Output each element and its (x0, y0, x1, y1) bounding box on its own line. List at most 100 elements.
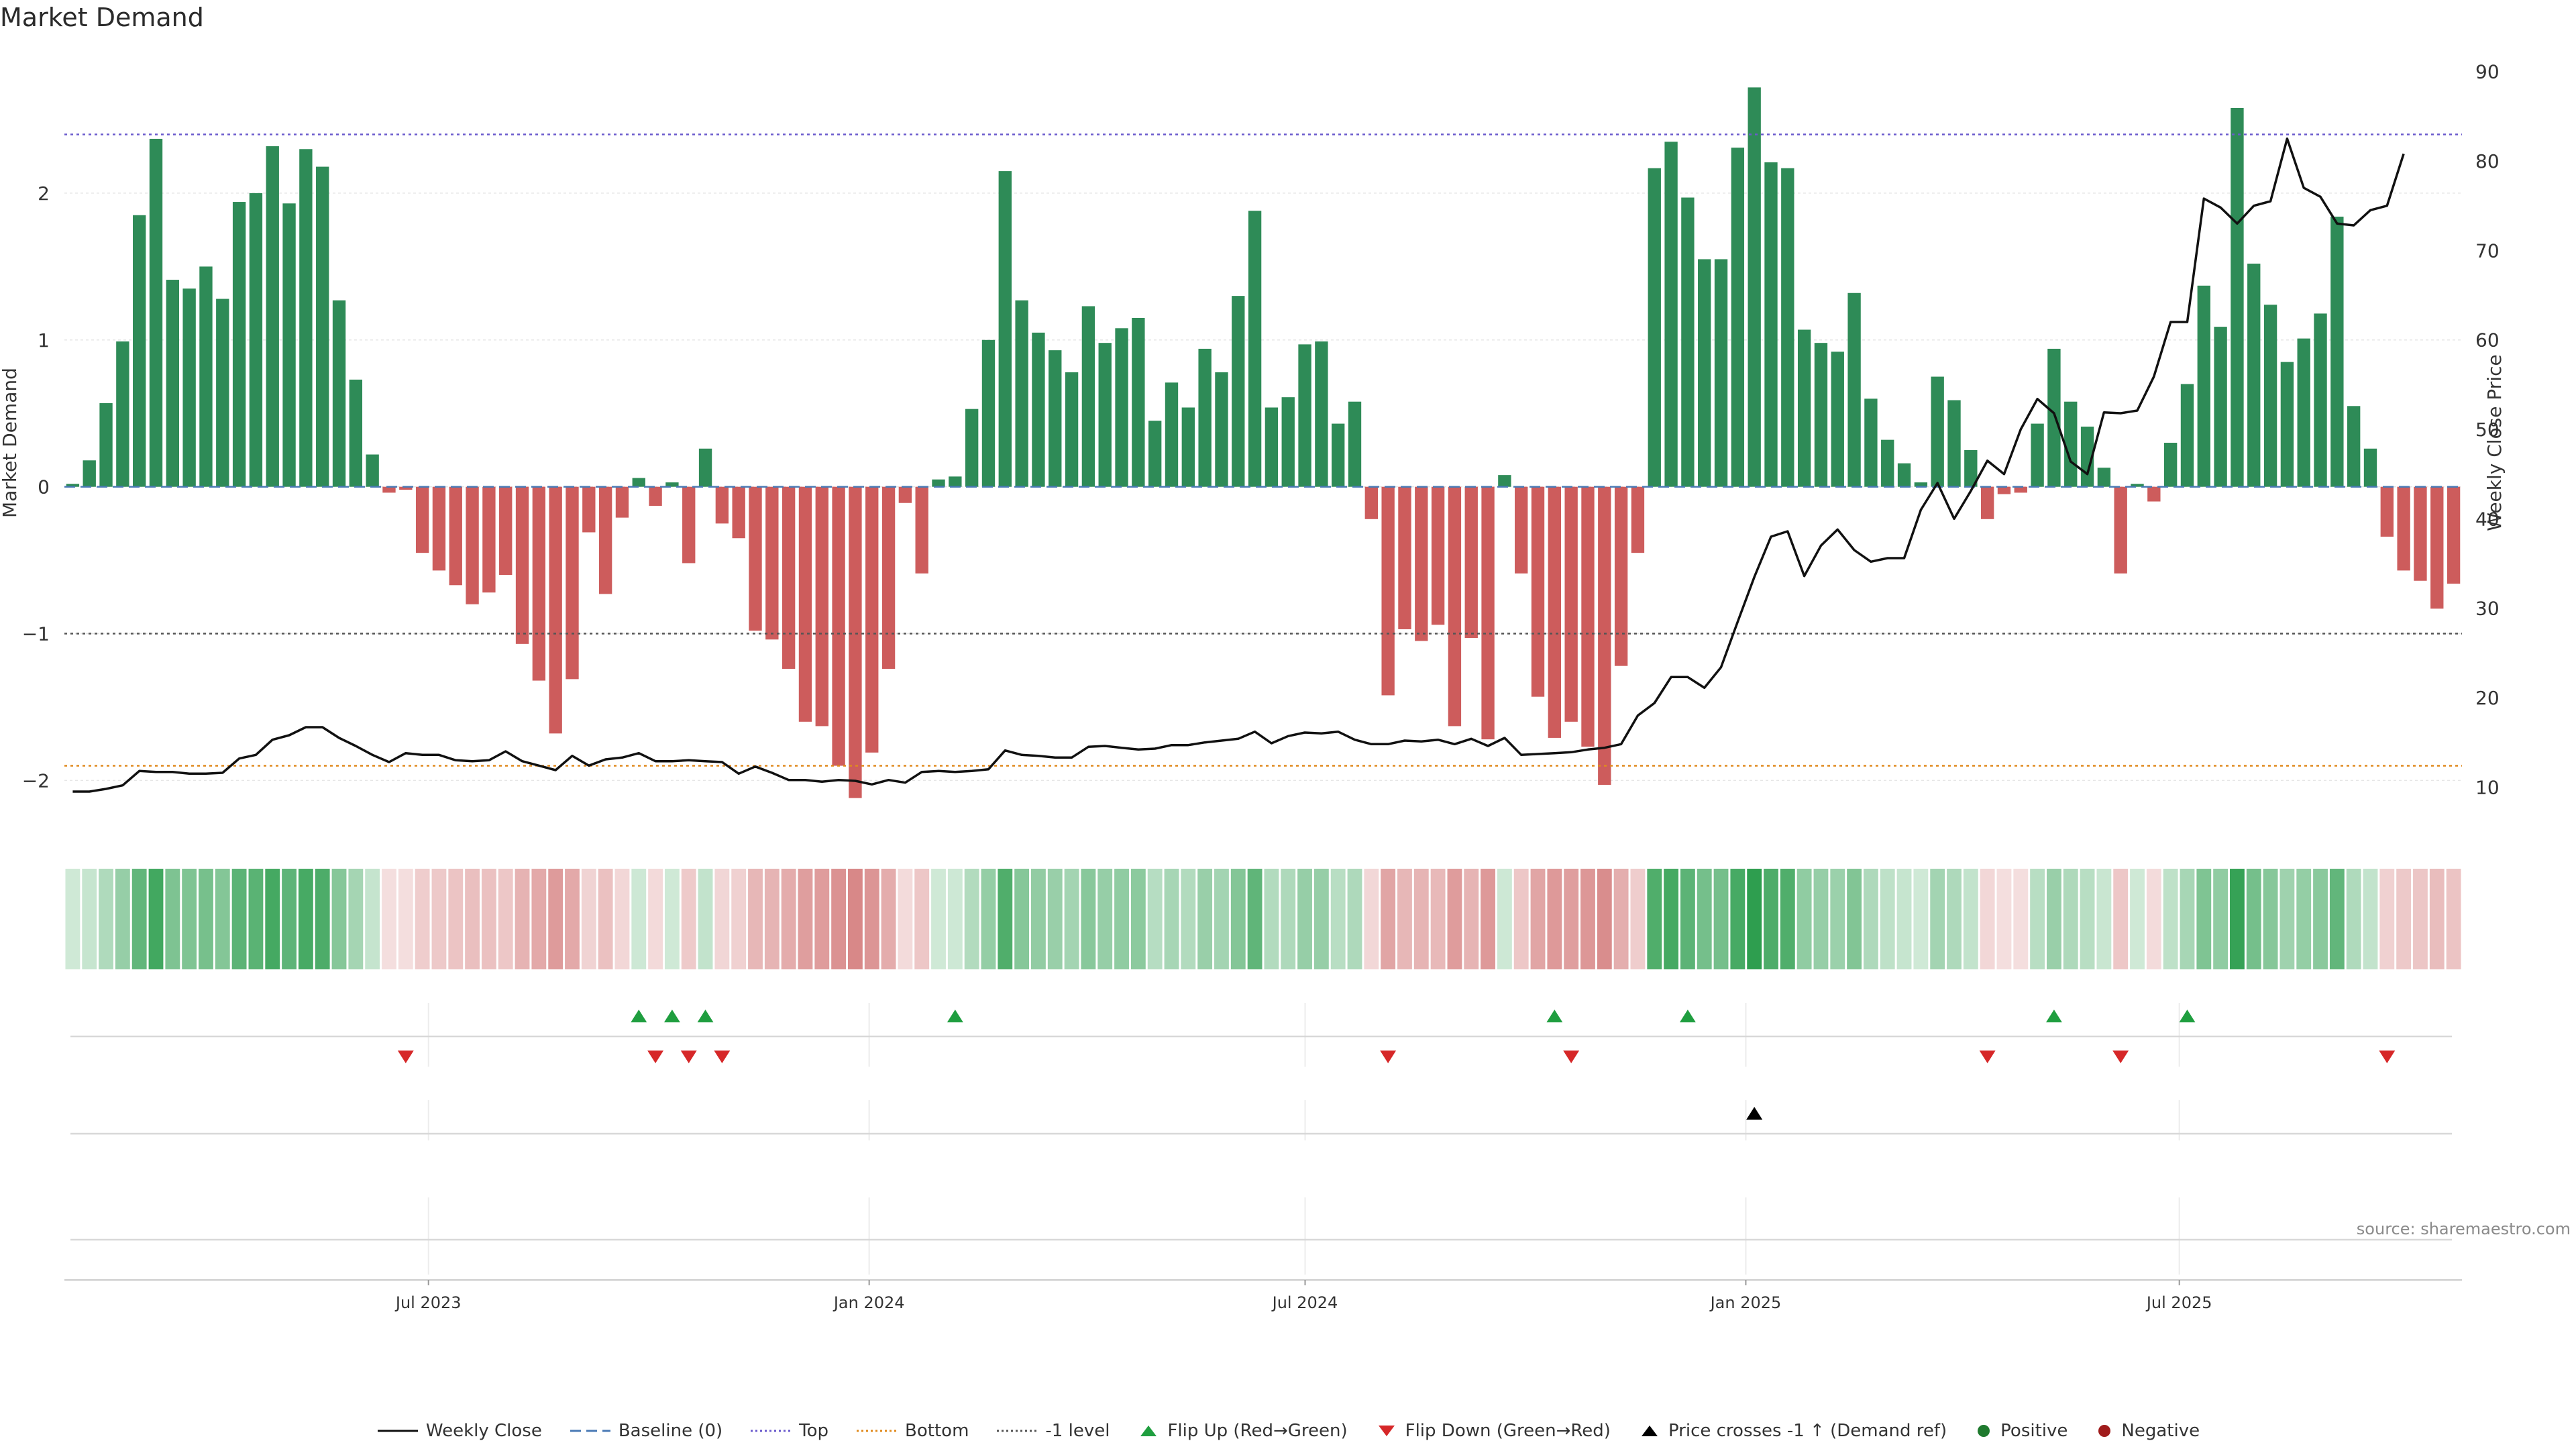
demand-bar (881, 486, 896, 669)
demand-bar (1398, 486, 1411, 629)
heat-cell (365, 869, 380, 969)
price-line-group (72, 137, 2405, 793)
demand-bar (1448, 486, 1462, 727)
heat-cell (1097, 869, 1113, 969)
heat-cell (331, 869, 347, 969)
demand-bar (932, 479, 945, 487)
heat-cell (1464, 869, 1479, 969)
heat-cell (2163, 869, 2178, 969)
heat-cell (2196, 869, 2212, 969)
y2-tick-label: 40 (2475, 508, 2500, 530)
heat-cell (1813, 869, 1829, 969)
demand-bar (1165, 382, 1179, 487)
demand-bar (2247, 263, 2261, 487)
y-axis-label: Market Demand (0, 368, 21, 518)
heat-cell (1996, 869, 2012, 969)
heat-cell (1064, 869, 1079, 969)
flip-down-marker (680, 1051, 697, 1063)
demand-bar (282, 203, 296, 487)
legend-label-flip-up: Flip Up (Red→Green) (1167, 1421, 1348, 1441)
legend-swatch-baseline (570, 1430, 610, 1432)
x-tick-label: Jan 2024 (833, 1293, 905, 1312)
demand-bar (149, 138, 163, 487)
heat-cell (2246, 869, 2261, 969)
demand-bar (1298, 344, 1311, 487)
legend-swatch-top (751, 1430, 792, 1432)
demand-heat-strip (65, 869, 2461, 969)
heat-cell (131, 869, 147, 969)
heat-cell (298, 869, 313, 969)
heat-cell (2313, 869, 2328, 969)
demand-bar (1315, 341, 1328, 487)
demand-bar (698, 448, 712, 487)
heat-cell (2096, 869, 2112, 969)
demand-bar (2180, 384, 2194, 487)
demand-bar (1049, 350, 1062, 487)
demand-bar (1931, 376, 1944, 487)
demand-bar (66, 484, 80, 487)
heat-cell (1364, 869, 1379, 969)
demand-bar (2330, 216, 2344, 487)
signal-markers (70, 1010, 2452, 1241)
heat-cell (115, 869, 130, 969)
heat-cell (1664, 869, 1678, 969)
demand-bar (749, 486, 762, 631)
demand-bar (2031, 423, 2044, 487)
demand-bar (2280, 362, 2294, 487)
heat-cell (1230, 869, 1246, 969)
demand-bar (2297, 338, 2310, 487)
heat-cell (2130, 869, 2145, 969)
y2-tick-label: 90 (2475, 61, 2500, 83)
demand-bar (965, 409, 979, 487)
demand-bar (1181, 407, 1195, 487)
heat-cell (1497, 869, 1512, 969)
heat-cell (2429, 869, 2445, 969)
heat-cell (2379, 869, 2395, 969)
demand-bar (1464, 486, 1478, 639)
heat-cell (1381, 869, 1396, 969)
heat-cell (398, 869, 413, 969)
heat-cell (731, 869, 747, 969)
flip-down-marker (2379, 1051, 2396, 1063)
demand-bar (1415, 486, 1428, 641)
heat-cell (1031, 869, 1046, 969)
flip-down-marker (1563, 1051, 1580, 1063)
heat-cell (2080, 869, 2095, 969)
demand-bar (1531, 486, 1545, 697)
demand-bar (1897, 463, 1911, 487)
demand-bar (1681, 197, 1695, 487)
heat-cell (764, 869, 780, 969)
demand-bar (1814, 343, 1828, 487)
x-tick-label: Jan 2025 (1709, 1293, 1782, 1312)
demand-bar (1132, 317, 1145, 487)
heat-cell (964, 869, 979, 969)
heat-cell (1247, 869, 1263, 969)
flip-down-marker (714, 1051, 731, 1063)
demand-bar (515, 486, 529, 644)
heat-cell (2296, 869, 2312, 969)
legend-label-bottom: Bottom (905, 1421, 969, 1441)
demand-bar (1797, 329, 1811, 487)
y-tick-label: 2 (38, 182, 50, 205)
legend-top: Top (749, 1421, 828, 1441)
heat-cell (65, 869, 80, 969)
demand-bar (582, 486, 596, 533)
legend-negative-icon (2098, 1425, 2111, 1437)
heat-cell (1347, 869, 1362, 969)
flip-up-marker (663, 1010, 680, 1022)
demand-bar (2097, 468, 2111, 487)
x-tick-label: Jul 2025 (2145, 1293, 2212, 1312)
demand-bar (598, 486, 612, 594)
legend-swatch-bottom (857, 1430, 898, 1432)
demand-bar (832, 486, 845, 766)
heat-cell (182, 869, 197, 969)
heat-cell (315, 869, 330, 969)
source-text: source: sharemaestro.com (2356, 1220, 2571, 1238)
heat-cell (465, 869, 480, 969)
demand-bar (1881, 439, 1894, 487)
demand-bar (1581, 486, 1595, 747)
y2-axis-label: Weekly Close Price (2483, 354, 2506, 531)
demand-bar (1914, 482, 1928, 487)
y2-tick-label: 60 (2475, 329, 2500, 352)
heat-cell (1863, 869, 1878, 969)
